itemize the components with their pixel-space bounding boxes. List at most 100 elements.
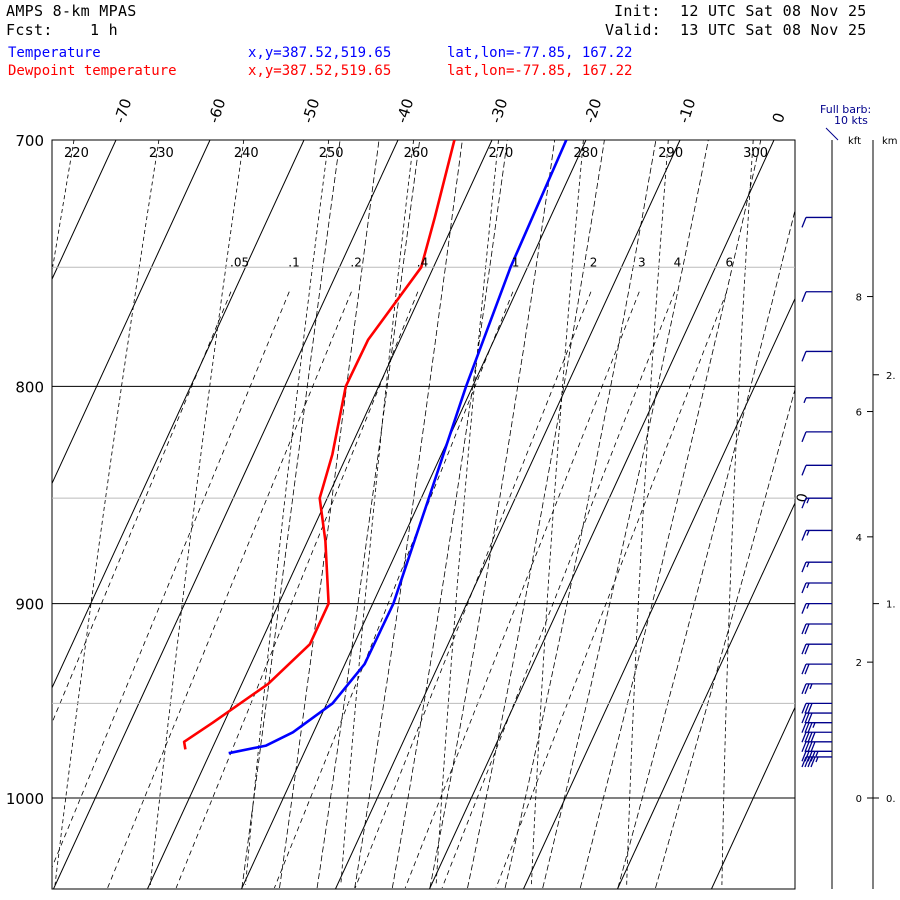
kft-tick-label: 0 xyxy=(856,794,862,805)
theta-label: 280 xyxy=(573,146,598,161)
moist-adiabat-line xyxy=(617,208,795,889)
dry-adiabat-line xyxy=(817,140,838,885)
moist-adiabat-line xyxy=(429,140,556,889)
wind-barb xyxy=(801,722,832,733)
wind-barb xyxy=(801,497,832,509)
dry-adiabat-line xyxy=(531,140,584,886)
moist-adiabat-line xyxy=(542,140,709,889)
isotherm-line xyxy=(52,140,211,485)
barb-key-speed: 10 kts xyxy=(834,114,868,127)
legend-dewpoint-name: Dewpoint temperature xyxy=(8,63,177,79)
temperature-profile-line xyxy=(228,140,568,755)
wind-barb xyxy=(803,397,832,404)
theta-label: 230 xyxy=(149,146,174,161)
isotherm-line xyxy=(523,297,795,889)
mixing-ratio-label: .1 xyxy=(288,256,299,270)
kft-axis-label: kft xyxy=(848,136,861,147)
km-tick-label: 0. xyxy=(886,794,896,805)
mixing-ratio-label: 2 xyxy=(590,256,598,270)
legend-temperature-name: Temperature xyxy=(8,45,101,61)
isotherm-line xyxy=(53,140,399,889)
theta-label: 250 xyxy=(319,146,344,161)
isotherm-label: -60 xyxy=(205,96,230,125)
isotherm-label: -20 xyxy=(581,96,606,125)
theta-label: 300 xyxy=(743,146,768,161)
wind-barb xyxy=(801,623,832,635)
legend-temperature-latlon: lat,lon=-77.85, 167.22 xyxy=(447,45,633,61)
forecast-label: Fcst: xyxy=(6,21,53,39)
pressure-tick-label: 700 xyxy=(15,132,44,150)
moist-adiabat-line xyxy=(467,140,605,889)
kft-tick-label: 6 xyxy=(856,408,862,419)
dry-adiabat-line xyxy=(435,140,499,886)
wind-barb xyxy=(801,702,832,714)
mixing-ratio-line xyxy=(52,291,290,869)
km-tick-label: 2. xyxy=(886,371,896,382)
mixing-ratio-line xyxy=(354,291,592,889)
mixing-ratio-label: 1 xyxy=(512,256,520,270)
isotherm-line xyxy=(617,501,795,889)
mixing-ratio-line xyxy=(274,291,514,889)
dry-adiabat-line xyxy=(340,140,414,886)
freezing-level-label: 0 xyxy=(794,492,811,504)
wind-barb xyxy=(801,431,832,443)
km-axis-label: km xyxy=(882,136,898,147)
dry-adiabat-line xyxy=(721,140,754,886)
kft-tick-label: 4 xyxy=(856,533,862,544)
valid-time: 13 UTC Sat 08 Nov 25 xyxy=(680,21,867,39)
barb-key-title: Full barb: xyxy=(820,103,871,116)
dry-adiabat-line xyxy=(626,140,669,886)
model-title: AMPS 8-km MPAS xyxy=(6,2,137,20)
theta-label: 240 xyxy=(234,146,259,161)
mixing-ratio-label: 6 xyxy=(725,256,733,270)
isotherm-line xyxy=(711,706,795,889)
wind-barb xyxy=(801,464,832,476)
isotherm-line xyxy=(52,140,305,690)
isotherm-line xyxy=(52,140,117,281)
valid-label: Valid: xyxy=(605,21,661,39)
theta-label: 220 xyxy=(64,146,89,161)
legend-dewpoint-xy: x,y=387.52,519.65 xyxy=(248,63,392,79)
mixing-ratio-label: .05 xyxy=(230,256,249,270)
moist-adiabat-line xyxy=(655,388,795,889)
barb-key-sample xyxy=(825,127,839,141)
kft-tick-label: 8 xyxy=(856,293,862,304)
km-tick-label: 1. xyxy=(886,600,896,611)
theta-label: 260 xyxy=(404,146,429,161)
wind-barb xyxy=(801,712,832,724)
mixing-ratio-line xyxy=(441,291,676,889)
wind-barb xyxy=(801,663,832,675)
wind-barb xyxy=(801,291,832,302)
isotherm-line xyxy=(805,140,900,889)
wind-barb xyxy=(801,561,832,573)
isotherm-label: 0 xyxy=(769,111,789,126)
isotherm-line xyxy=(241,140,587,889)
theta-label: 270 xyxy=(489,146,514,161)
wind-barb xyxy=(801,731,832,743)
init-time: 12 UTC Sat 08 Nov 25 xyxy=(680,2,867,20)
wind-barb xyxy=(801,602,832,614)
wind-barb xyxy=(801,529,832,541)
wind-barb xyxy=(801,741,832,753)
legend-dewpoint-latlon: lat,lon=-77.85, 167.22 xyxy=(447,63,633,79)
dry-adiabat-line xyxy=(149,140,245,886)
mixing-ratio-label: .4 xyxy=(417,256,428,270)
moist-adiabat-line xyxy=(241,140,341,889)
mixing-ratio-line xyxy=(495,291,728,889)
isotherm-line xyxy=(147,140,493,889)
init-label: Init: xyxy=(614,2,661,20)
kft-tick-label: 2 xyxy=(856,658,862,669)
wind-barb xyxy=(801,582,832,594)
isotherm-line xyxy=(335,140,681,889)
forecast-value: 1 h xyxy=(90,21,118,39)
mixing-ratio-label: 4 xyxy=(674,256,682,270)
theta-label: 290 xyxy=(658,146,683,161)
isotherm-label: -70 xyxy=(111,96,136,125)
dry-adiabat-line xyxy=(245,140,330,886)
pressure-tick-label: 900 xyxy=(15,596,44,614)
pressure-tick-label: 800 xyxy=(15,378,44,396)
wind-barb xyxy=(801,756,832,768)
dewpoint-profile-line xyxy=(182,140,456,750)
mixing-ratio-line xyxy=(107,291,352,889)
